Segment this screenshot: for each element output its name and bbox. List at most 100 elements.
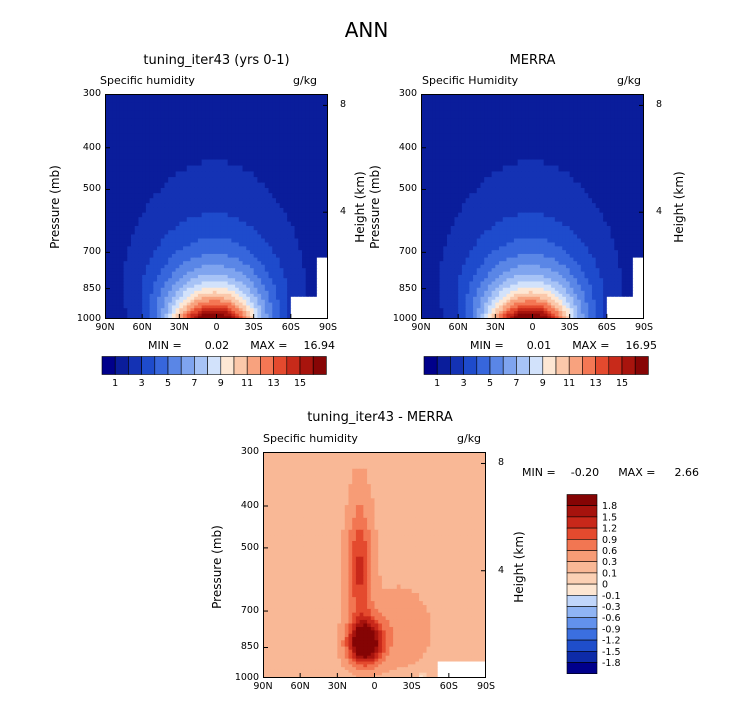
contour-cell (142, 110, 147, 120)
contour-cell (105, 238, 110, 244)
contour-cell (513, 230, 519, 236)
contour-cell (603, 242, 608, 247)
contour-cell (632, 171, 638, 178)
contour-cell (287, 153, 292, 161)
contour-cell (164, 268, 169, 273)
contour-cell (112, 257, 117, 262)
contour-cell (521, 165, 526, 173)
contour-cell (283, 171, 288, 178)
contour-cell (253, 308, 258, 312)
contour-cell (105, 133, 110, 141)
contour-cell (543, 159, 548, 167)
contour-cell (257, 281, 262, 286)
contour-cell (268, 290, 273, 295)
y-tick-label: 850 (82, 282, 101, 294)
contour-cell (171, 133, 177, 141)
contour-cell (209, 193, 214, 199)
contour-cell (138, 159, 143, 167)
contour-cell (473, 230, 478, 236)
contour-cell (272, 171, 277, 178)
contour-cell (558, 226, 563, 231)
contour-cell (261, 118, 266, 127)
contour-cell (190, 268, 195, 273)
contour-cell (465, 234, 470, 240)
contour-cell (301, 268, 307, 273)
contour-cell (577, 140, 582, 148)
contour-cell (112, 310, 117, 315)
contour-cell (268, 264, 273, 269)
contour-cell (246, 246, 251, 251)
contour-cell (227, 234, 232, 240)
contour-cell (123, 198, 128, 204)
contour-cell (105, 217, 110, 223)
contour-cell (558, 94, 563, 104)
contour-cell (257, 308, 262, 312)
contour-cell (209, 287, 214, 292)
contour-cell (305, 287, 311, 292)
contour-cell (298, 217, 303, 223)
contour-cell (480, 133, 485, 141)
contour-cell (127, 261, 132, 266)
contour-cell (138, 287, 143, 292)
contour-cell (268, 146, 273, 154)
contour-cell (547, 110, 552, 120)
contour-cell (164, 316, 169, 319)
contour-cell (324, 187, 328, 194)
contour-cell (525, 118, 530, 127)
contour-cell (290, 193, 296, 199)
contour-cell (577, 246, 582, 251)
contour-cell (539, 177, 545, 184)
contour-cell (209, 271, 214, 276)
contour-cell (235, 299, 240, 304)
contour-cell (209, 284, 214, 289)
contour-cell (183, 305, 188, 309)
contour-cell (246, 198, 251, 204)
contour-cell (261, 171, 266, 178)
contour-cell (428, 253, 433, 259)
contour-cell (153, 125, 158, 134)
contour-cell (131, 250, 136, 255)
contour-cell (517, 171, 522, 178)
contour-cell (432, 94, 437, 104)
contour-cell (287, 238, 292, 244)
contour-cell (249, 274, 255, 279)
contour-cell (134, 278, 140, 283)
contour-cell (606, 193, 612, 199)
contour-cell (116, 313, 121, 317)
contour-cell (558, 242, 563, 247)
contour-cell (506, 118, 511, 127)
contour-cell (279, 242, 284, 247)
contour-cell (562, 238, 567, 244)
contour-cell (275, 253, 281, 259)
contour-cell (290, 203, 296, 209)
contour-cell (305, 221, 311, 227)
contour-cell (220, 221, 225, 227)
contour-cell (636, 207, 641, 214)
contour-cell (201, 165, 206, 173)
contour-cell (231, 217, 236, 223)
contour-cell (157, 287, 162, 292)
contour-cell (580, 212, 586, 218)
contour-cell (134, 281, 140, 286)
contour-cell (309, 221, 314, 227)
colorbar-swatch (207, 356, 222, 375)
contour-cell (142, 278, 147, 283)
contour-cell (316, 284, 322, 289)
contour-cell (290, 207, 296, 214)
contour-cell (272, 118, 277, 127)
contour-cell (157, 274, 162, 279)
contour-cell (171, 159, 177, 167)
contour-cell (595, 146, 600, 154)
contour-cell (435, 133, 441, 141)
contour-cell (149, 102, 154, 112)
contour-cell (264, 287, 270, 292)
contour-cell (261, 234, 266, 240)
contour-cell (513, 198, 519, 204)
contour-cell (212, 234, 218, 240)
contour-cell (153, 153, 158, 161)
contour-cell (573, 118, 578, 127)
contour-cell (249, 198, 255, 204)
contour-cell (142, 125, 147, 134)
contour-cell (480, 261, 485, 266)
contour-cell (171, 226, 177, 231)
